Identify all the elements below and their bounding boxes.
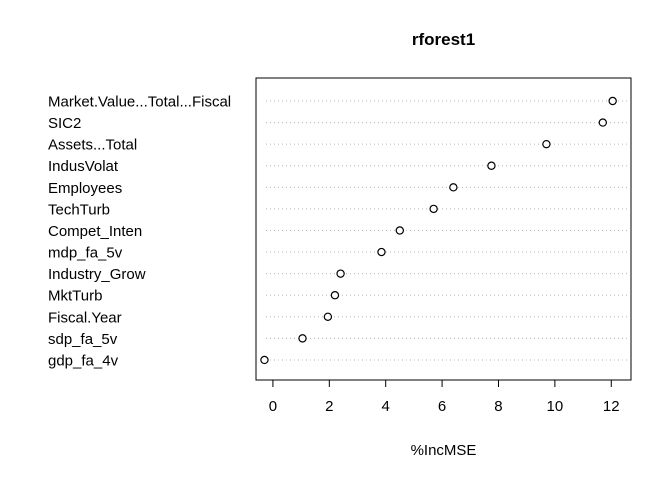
data-point: [336, 269, 345, 278]
data-point: [395, 226, 404, 235]
chart-title: rforest1: [411, 30, 476, 49]
data-point: [598, 118, 608, 127]
x-tick-label: 2: [325, 398, 333, 415]
category-label: MktTurb: [48, 288, 102, 305]
data-point: [542, 139, 551, 149]
grid-lines: [266, 100, 627, 361]
category-label: Fiscal.Year: [48, 309, 122, 326]
data-point: [323, 312, 333, 321]
category-label: sdp_fa_5v: [48, 331, 118, 348]
category-label: Industry_Grow: [48, 266, 146, 283]
data-point: [377, 247, 386, 257]
data-point: [429, 204, 438, 214]
x-axis-label: %IncMSE: [410, 442, 477, 459]
x-tick-label: 0: [269, 398, 277, 415]
y-category-labels: Market.Value...Total...Fiscal SIC2 Assets.…: [48, 94, 231, 370]
category-label: IndusVolat: [48, 158, 119, 175]
category-label: gdp_fa_4v: [48, 352, 119, 369]
data-point: [608, 96, 617, 106]
x-tick-label: 12: [603, 398, 620, 415]
category-label: mdp_fa_5v: [48, 245, 123, 262]
data-point: [449, 183, 458, 192]
category-label: Market.Value...Total...Fiscal: [48, 94, 231, 111]
category-label: Assets...Total: [48, 137, 137, 154]
x-tick-label: 10: [547, 398, 564, 415]
category-label: Compet_Inten: [48, 223, 142, 240]
data-point: [487, 161, 496, 170]
data-points: [260, 96, 617, 365]
category-label: Employees: [48, 180, 122, 197]
x-tick-label: 4: [382, 398, 390, 415]
data-point: [330, 291, 340, 300]
data-point: [260, 355, 269, 365]
category-label: SIC2: [48, 115, 81, 132]
category-label: TechTurb: [48, 201, 110, 218]
data-point: [298, 334, 307, 343]
x-tick-label: 8: [494, 398, 502, 415]
x-tick-label: 6: [438, 398, 446, 415]
x-axis: 0 2 4 6 8 10 12: [269, 379, 620, 415]
plot-frame: [255, 77, 632, 381]
